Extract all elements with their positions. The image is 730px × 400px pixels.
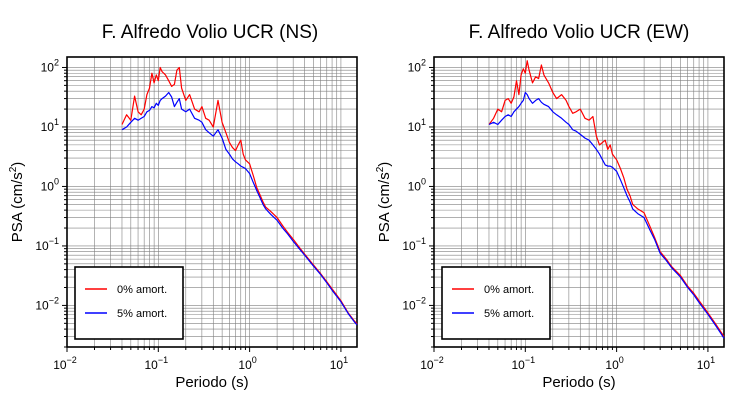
chart-title: F. Alfredo Volio UCR (NS) [102,22,318,43]
y-tick-label: 10−1 [402,236,426,253]
y-axis-label: PSA (cm/s2) [8,162,26,243]
x-tick-label: 100 [605,355,623,372]
y-tick-base: 10 [41,60,55,74]
y-tick-label: 101 [41,117,59,134]
y-tick-base: 10 [35,298,49,312]
y-tick-base: 10 [408,60,422,74]
legend-label: 0% amort. [484,284,534,296]
y-axis-label: PSA (cm/s2) [375,162,393,243]
x-tick-exp: −1 [158,355,168,365]
x-axis-label: Periodo (s) [542,374,615,391]
x-tick-label: 100 [238,355,256,372]
y-axis-label-sup: 2 [8,166,19,172]
x-tick-base: 10 [511,358,525,372]
legend-label: 5% amort. [484,308,534,320]
x-tick-exp: 0 [619,355,624,365]
x-tick-base: 10 [605,358,619,372]
x-tick-label: 10−2 [53,355,77,372]
chart-panel-ns: F. Alfredo Volio UCR (NS)10−2 10−1 100 1011… [8,22,358,391]
x-tick-exp: −2 [434,355,444,365]
series-line-amort-0 [488,60,725,337]
legend-label: 5% amort. [117,308,167,320]
y-tick-exp: −2 [416,295,426,305]
y-tick-label: 100 [41,176,59,193]
y-tick-base: 10 [408,179,422,193]
axis-ticks [62,66,342,352]
plot-frame [66,56,358,348]
legend: 0% amort. 5% amort. [74,266,184,340]
y-tick-base: 10 [408,120,422,134]
x-tick-base: 10 [53,358,67,372]
plot-frame [433,56,725,348]
legend: 0% amort. 5% amort. [441,266,551,340]
series-line-amort-5 [121,91,358,326]
y-tick-exp: −1 [416,236,426,246]
y-tick-exp: −1 [49,236,59,246]
x-axis-label: Periodo (s) [175,374,248,391]
y-tick-base: 10 [41,179,55,193]
y-axis-label-sup: 2 [375,166,386,172]
legend-box [441,266,551,340]
y-tick-exp: −2 [49,295,59,305]
legend-label: 0% amort. [117,284,167,296]
x-tick-base: 10 [144,358,158,372]
series-line-amort-5 [488,91,725,339]
grid [67,57,357,347]
x-tick-exp: −1 [525,355,535,365]
y-tick-base: 10 [402,239,416,253]
x-tick-exp: 0 [252,355,257,365]
x-tick-label: 101 [330,355,348,372]
y-tick-exp: 2 [54,57,59,67]
y-tick-base: 10 [35,239,49,253]
x-tick-base: 10 [420,358,434,372]
x-tick-label: 10−1 [144,355,168,372]
y-tick-exp: 2 [421,57,426,67]
y-tick-exp: 0 [421,176,426,186]
y-tick-exp: 1 [54,117,59,127]
y-tick-exp: 1 [421,117,426,127]
y-tick-label: 10−2 [402,295,426,312]
x-tick-label: 10−1 [511,355,535,372]
y-tick-label: 101 [408,117,426,134]
y-axis-label-close: ) [376,162,393,167]
chart-title: F. Alfredo Volio UCR (EW) [469,22,690,43]
y-axis-label-text: PSA (cm/s [376,172,393,242]
x-tick-label: 101 [697,355,715,372]
x-tick-base: 10 [238,358,252,372]
y-axis-label-close: ) [9,162,26,167]
y-tick-label: 10−1 [35,236,59,253]
y-tick-label: 100 [408,176,426,193]
legend-box [74,266,184,340]
x-tick-exp: 1 [343,355,348,365]
y-axis-label-text: PSA (cm/s [9,172,26,242]
y-tick-label: 102 [408,57,426,74]
y-tick-label: 10−2 [35,295,59,312]
y-tick-label: 102 [41,57,59,74]
y-tick-exp: 0 [54,176,59,186]
y-tick-base: 10 [41,120,55,134]
x-tick-exp: −2 [67,355,77,365]
x-tick-exp: 1 [710,355,715,365]
series-line-amort-0 [121,66,358,325]
y-tick-base: 10 [402,298,416,312]
axis-ticks [429,66,709,352]
x-tick-label: 10−2 [420,355,444,372]
x-tick-base: 10 [330,358,344,372]
chart-panel-ew: F. Alfredo Volio UCR (EW)10−2 10−1 100 1011… [375,22,725,391]
x-tick-base: 10 [697,358,711,372]
